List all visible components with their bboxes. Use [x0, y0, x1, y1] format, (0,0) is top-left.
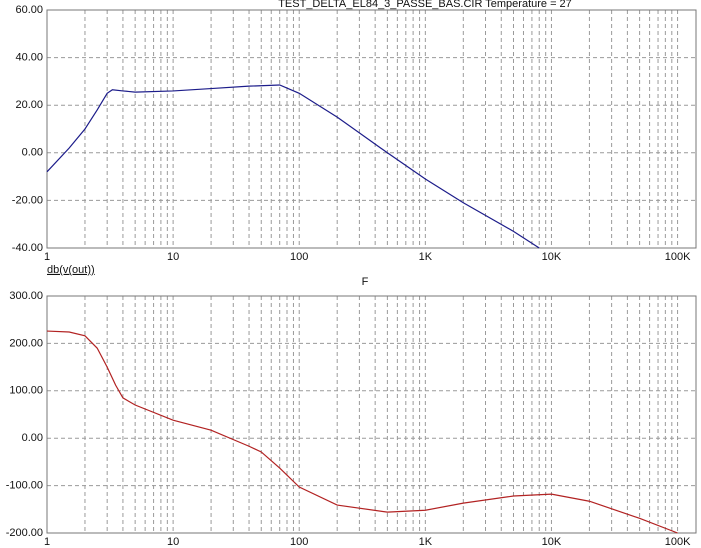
x-tick-label: 10K — [542, 251, 562, 263]
x-axis-label: F — [362, 276, 369, 288]
data-line — [46, 330, 678, 534]
x-tick-label: 100 — [290, 251, 308, 263]
x-tick-label: 100K — [665, 536, 691, 548]
plot-frame — [46, 9, 697, 249]
x-tick-label: 100 — [290, 536, 308, 548]
data-line — [46, 84, 540, 249]
x-tick-label: 1K — [419, 536, 433, 548]
x-tick-label: 10 — [167, 536, 179, 548]
x-tick-label: 1K — [419, 251, 433, 263]
y-tick-label: -40.00 — [12, 242, 43, 254]
y-tick-label: -100.00 — [6, 480, 43, 492]
y-tick-label: 300.00 — [9, 290, 43, 302]
y-tick-label: 40.00 — [15, 52, 43, 64]
x-tick-label: 100K — [665, 251, 691, 263]
y-tick-label: 20.00 — [15, 99, 43, 111]
y-tick-label: -20.00 — [12, 194, 43, 206]
y-tick-label: 200.00 — [9, 337, 43, 349]
chart-title: TEST_DELTA_EL84_3_PASSE_BAS.CIR Temperat… — [278, 0, 572, 10]
x-tick-label: 10 — [167, 251, 179, 263]
x-tick-label: 1 — [44, 536, 50, 548]
x-tick-label: 10K — [542, 536, 562, 548]
plot-frame — [46, 295, 697, 534]
y-tick-label: -200.00 — [6, 527, 43, 539]
y-tick-label: 100.00 — [9, 385, 43, 397]
y-tick-label: 0.00 — [22, 147, 43, 159]
y-tick-label: 60.00 — [15, 4, 43, 16]
x-tick-label: 1 — [44, 251, 50, 263]
y-axis-label: db(v(out)) — [47, 264, 95, 276]
y-tick-label: 0.00 — [22, 432, 43, 444]
